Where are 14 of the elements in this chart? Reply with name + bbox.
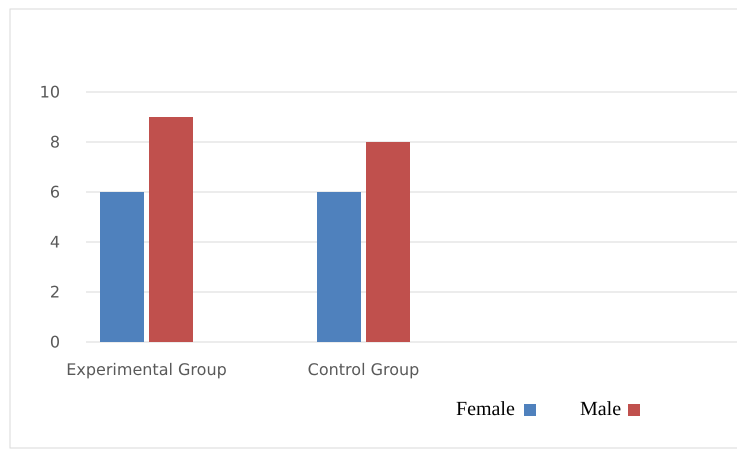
y-tick-label: 0 xyxy=(50,332,60,352)
legend-label: Male xyxy=(580,398,622,420)
bar xyxy=(149,117,193,342)
y-tick-label: 10 xyxy=(40,82,60,102)
legend-label: Female xyxy=(456,398,515,420)
y-tick-label: 4 xyxy=(50,232,60,252)
y-tick-label: 6 xyxy=(50,182,60,202)
bar xyxy=(100,192,144,342)
bar xyxy=(366,142,410,342)
y-tick-label: 8 xyxy=(50,132,60,152)
bar xyxy=(317,192,361,342)
y-tick-label: 2 xyxy=(50,282,60,302)
x-tick-label: Control Group xyxy=(308,360,420,379)
x-tick-label: Experimental Group xyxy=(66,360,227,379)
